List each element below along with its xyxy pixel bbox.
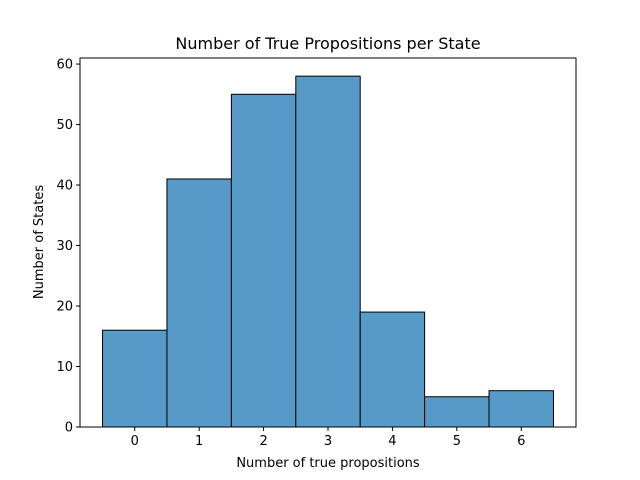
- x-axis-label: Number of true propositions: [236, 456, 420, 471]
- y-axis-label: Number of States: [32, 185, 47, 299]
- x-tick-label-5: 5: [453, 434, 461, 449]
- bar-3: [295, 75, 361, 428]
- x-tick-label-2: 2: [259, 434, 267, 449]
- plot-frame: [79, 57, 577, 428]
- bar-6: [488, 390, 554, 428]
- y-tick-label-30: 30: [56, 239, 73, 254]
- x-tick-label-1: 1: [195, 434, 203, 449]
- y-tick-label-0: 0: [65, 421, 73, 436]
- bars-group: [102, 75, 554, 428]
- x-tick-label-4: 4: [388, 434, 396, 449]
- bar-2: [230, 93, 297, 428]
- x-tick-label-0: 0: [131, 434, 139, 449]
- y-tick-label-20: 20: [56, 300, 73, 315]
- chart-title: Number of True Propositions per State: [175, 34, 480, 53]
- bar-4: [359, 311, 426, 428]
- bar-5: [424, 396, 490, 428]
- bar-0: [102, 329, 168, 428]
- bar-1: [166, 178, 232, 428]
- y-tick-label-60: 60: [56, 58, 73, 73]
- x-tick-label-6: 6: [517, 434, 525, 449]
- y-tick-label-10: 10: [56, 360, 73, 375]
- x-tick-label-3: 3: [324, 434, 332, 449]
- y-tick-label-50: 50: [56, 118, 73, 133]
- y-tick-label-40: 40: [56, 179, 73, 194]
